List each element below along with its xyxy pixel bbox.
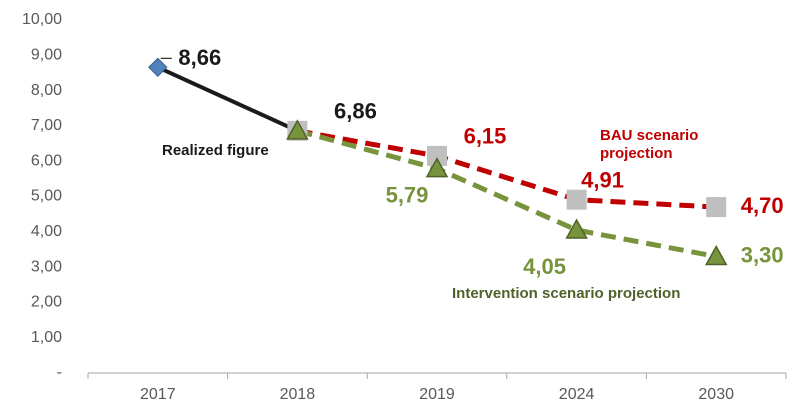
x-tick-label: 2024: [559, 386, 595, 403]
series-line: [296, 128, 717, 259]
y-tick-label: 8,00: [31, 82, 62, 99]
marker: [425, 157, 449, 178]
y-tick-label: 10,00: [22, 11, 62, 28]
y-tick-label: 9,00: [31, 47, 62, 64]
data-label: 6,86: [334, 99, 377, 124]
marker: [148, 57, 168, 78]
series-label: BAU scenario projection: [600, 127, 699, 162]
y-tick-label: 2,00: [31, 294, 62, 311]
y-tick-label: 6,00: [31, 152, 62, 169]
data-label: 8,66: [178, 45, 221, 70]
x-tick-label: 2018: [280, 386, 316, 403]
y-tick-label: 1,00: [31, 329, 62, 346]
marker: [566, 189, 587, 210]
data-label: 4,70: [741, 193, 784, 218]
series-line: [296, 128, 717, 210]
series-label: Intervention scenario projection: [452, 285, 681, 302]
y-tick-label: -: [57, 364, 62, 381]
marker: [704, 244, 728, 266]
y-tick-label: 5,00: [31, 188, 62, 205]
marker: [565, 218, 588, 239]
y-tick-label: 7,00: [31, 117, 62, 134]
series-label: Realized figure: [162, 142, 269, 159]
x-tick-label: 2017: [140, 386, 176, 403]
data-label: 3,30: [741, 242, 784, 267]
y-tick-label: 3,00: [31, 258, 62, 275]
marker: [286, 119, 309, 140]
x-tick-label: 2019: [419, 386, 455, 403]
series-line: [156, 65, 299, 133]
marker: [706, 197, 727, 218]
data-label: 4,91: [581, 167, 624, 192]
y-tick-label: 4,00: [31, 223, 62, 240]
x-tick-label: 2030: [698, 386, 734, 403]
data-label: 5,79: [386, 182, 429, 207]
data-label: 6,15: [464, 124, 507, 149]
data-label: 4,05: [523, 254, 566, 279]
marker: [427, 145, 447, 166]
